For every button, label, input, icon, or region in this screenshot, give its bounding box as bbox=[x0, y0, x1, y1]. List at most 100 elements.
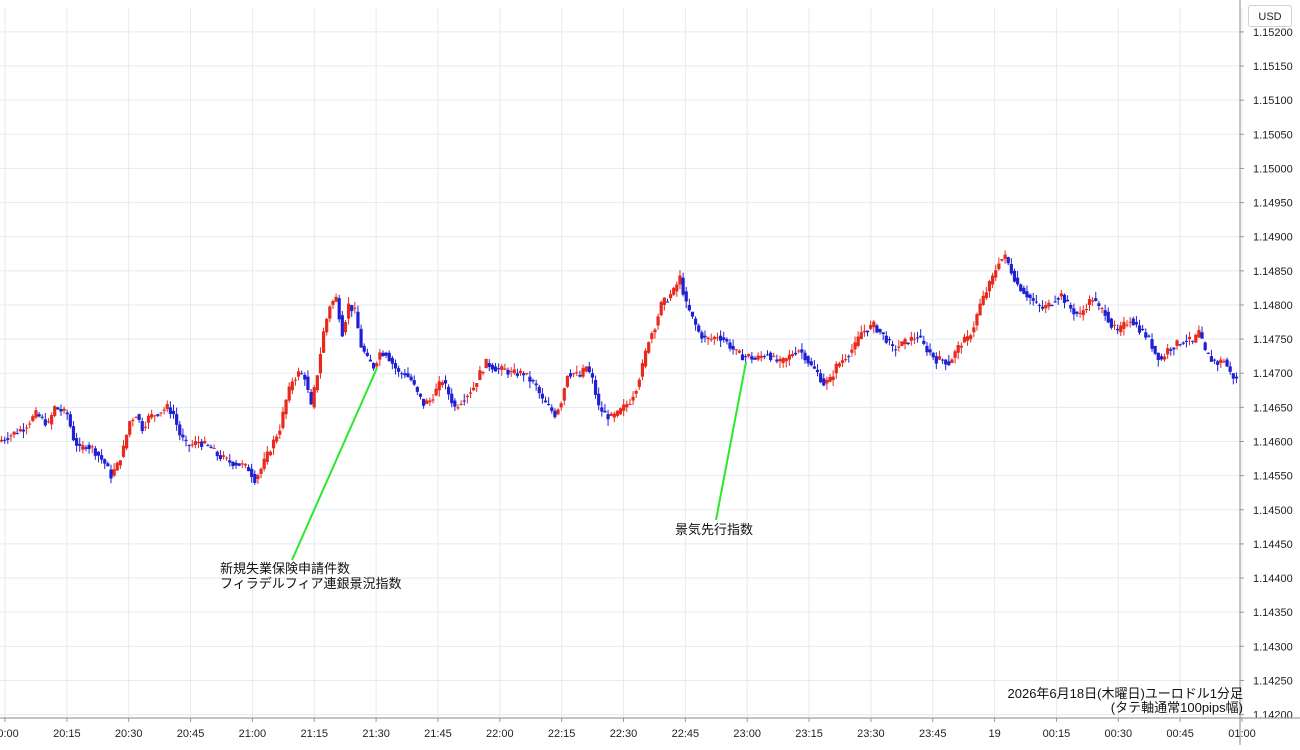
candle-up bbox=[869, 320, 873, 331]
candle-down bbox=[6, 432, 10, 444]
candle-down bbox=[806, 355, 810, 367]
candle-down bbox=[1041, 300, 1045, 311]
candle-up bbox=[468, 387, 473, 399]
candle-down bbox=[1006, 256, 1010, 266]
y-tick-label: 1.14500 bbox=[1253, 505, 1293, 517]
candle-up bbox=[650, 331, 654, 344]
candle-up bbox=[953, 349, 957, 364]
candle-up bbox=[121, 439, 126, 458]
candle-down bbox=[450, 388, 454, 408]
candle-down bbox=[809, 357, 813, 367]
candle-down bbox=[568, 369, 573, 379]
candle-up bbox=[131, 417, 135, 427]
candle-up bbox=[459, 400, 463, 406]
candle-down bbox=[400, 371, 404, 379]
candle-up bbox=[997, 257, 1001, 271]
candle-up bbox=[984, 286, 988, 301]
candle-up bbox=[584, 366, 588, 373]
candle-down bbox=[878, 328, 882, 335]
candle-down bbox=[578, 370, 582, 378]
candle-up bbox=[128, 420, 132, 438]
candle-down bbox=[931, 352, 935, 361]
candle-down bbox=[43, 412, 47, 427]
y-tick-label: 1.14950 bbox=[1253, 198, 1293, 210]
candle-up bbox=[259, 467, 263, 479]
candle-up bbox=[859, 325, 863, 340]
candle-down bbox=[393, 359, 398, 375]
candle-up bbox=[159, 412, 163, 417]
candle-down bbox=[422, 398, 426, 409]
y-tick-label: 1.14600 bbox=[1253, 437, 1293, 449]
candle-down bbox=[1137, 319, 1142, 335]
candle-down bbox=[515, 368, 519, 378]
candle-up bbox=[153, 414, 157, 422]
candle-down bbox=[1034, 294, 1038, 304]
candle-up bbox=[262, 452, 266, 472]
x-tick-label: 20:15 bbox=[53, 728, 81, 740]
candle-up bbox=[572, 372, 576, 378]
currency-unit-badge[interactable]: USD bbox=[1248, 5, 1292, 27]
candle-up bbox=[162, 407, 166, 415]
x-tick-label: 21:00 bbox=[239, 728, 267, 740]
candle-down bbox=[306, 370, 310, 394]
candle-down bbox=[381, 350, 385, 357]
candle-up bbox=[612, 411, 616, 423]
chart-caption: 2026年6月18日(木曜日)ユーロドル1分足 (タテ軸通常100pips幅) bbox=[1008, 687, 1244, 715]
candle-down bbox=[3, 436, 7, 444]
candle-down bbox=[362, 343, 366, 354]
candle-up bbox=[956, 341, 960, 360]
candle-up bbox=[240, 460, 244, 469]
candle-down bbox=[600, 401, 604, 417]
candle-down bbox=[1209, 349, 1214, 362]
candle-down bbox=[919, 329, 923, 338]
candle-up bbox=[90, 444, 94, 454]
x-tick-label: 22:15 bbox=[548, 728, 576, 740]
candle-down bbox=[803, 349, 807, 364]
candle-down bbox=[812, 360, 816, 370]
candle-up bbox=[1047, 299, 1051, 311]
candle-down bbox=[665, 298, 670, 303]
x-tick-label: 22:30 bbox=[610, 728, 638, 740]
candle-up bbox=[281, 406, 285, 430]
candle-down bbox=[371, 362, 376, 371]
candle-down bbox=[1062, 293, 1067, 309]
candle-up bbox=[678, 270, 682, 290]
candle-down bbox=[1031, 292, 1035, 306]
y-tick-label: 1.14300 bbox=[1253, 641, 1293, 653]
candle-down bbox=[387, 350, 391, 362]
candle-up bbox=[312, 384, 316, 410]
candle-up bbox=[981, 290, 985, 306]
candle-up bbox=[518, 368, 523, 376]
candle-up bbox=[1122, 316, 1126, 336]
candle-up bbox=[1128, 317, 1132, 328]
candle-up bbox=[1044, 301, 1048, 314]
candle-down bbox=[187, 444, 191, 453]
candle-up bbox=[81, 440, 85, 454]
x-tick-label: 21:30 bbox=[362, 728, 390, 740]
candle-up bbox=[909, 331, 913, 346]
candle-down bbox=[744, 354, 748, 363]
candle-up bbox=[321, 327, 326, 354]
candle-up bbox=[428, 397, 432, 407]
candle-up bbox=[290, 377, 294, 395]
y-tick-label: 1.14350 bbox=[1253, 607, 1293, 619]
candle-up bbox=[196, 435, 201, 449]
candle-up bbox=[278, 424, 282, 439]
candle-up bbox=[615, 410, 620, 418]
candle-down bbox=[940, 358, 945, 364]
candle-down bbox=[1181, 341, 1185, 345]
candle-down bbox=[359, 324, 363, 348]
candle-down bbox=[593, 375, 598, 399]
candle-down bbox=[537, 384, 541, 399]
candle-up bbox=[112, 463, 116, 478]
y-tick-label: 1.14900 bbox=[1253, 232, 1293, 244]
candle-down bbox=[250, 463, 254, 483]
candle-down bbox=[725, 337, 729, 345]
candle-down bbox=[597, 387, 601, 411]
candle-up bbox=[662, 297, 666, 311]
candle-down bbox=[925, 341, 929, 356]
candle-down bbox=[603, 404, 607, 413]
